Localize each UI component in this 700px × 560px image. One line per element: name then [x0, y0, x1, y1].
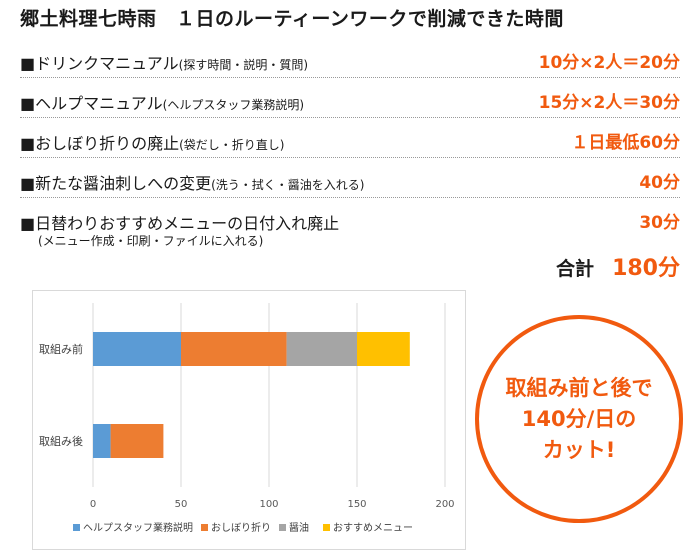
item-value: 40分	[639, 173, 680, 193]
legend-swatch	[323, 524, 330, 531]
y-category-label: 取組み前	[39, 342, 83, 356]
bar-segment	[286, 332, 357, 366]
x-tick-label: 50	[175, 499, 188, 510]
legend-swatch	[73, 524, 80, 531]
item-label: ■日替わりおすすめメニューの日付入れ廃止	[20, 214, 340, 233]
item-value: １日最低60分	[571, 133, 680, 153]
item-note: (洗う・拭く・醤油を入れる)	[211, 178, 365, 192]
divider	[20, 157, 680, 158]
list-item: ■ヘルプマニュアル(ヘルプスタッフ業務説明) 15分×2人＝30分	[20, 84, 680, 114]
item-label: ■新たな醤油刺しへの変更	[20, 174, 212, 193]
bar-segment	[93, 332, 181, 366]
list-item: ■新たな醤油刺しへの変更(洗う・拭く・醤油を入れる) 40分	[20, 164, 680, 194]
chart-frame: 0 50 100 150 200 取組み前取組み後ヘルプスタッフ業務説明 おしぼり折り 醤油 お…	[32, 290, 466, 550]
total-value: 180分	[612, 256, 680, 281]
x-tick-label: 100	[259, 499, 278, 510]
callout-text: 取組み前と後で 140分/日の カット!	[505, 375, 653, 462]
divider	[20, 77, 680, 78]
legend-label: おしぼり折り	[211, 521, 271, 534]
list-item: ■おしぼり折りの廃止(袋だし・折り直し) １日最低60分	[20, 124, 680, 154]
divider	[20, 197, 680, 198]
x-tick-label: 150	[347, 499, 366, 510]
item-label: ■おしぼり折りの廃止	[20, 134, 180, 153]
legend-label: ヘルプスタッフ業務説明	[83, 521, 193, 534]
item-value: 15分×2人＝30分	[538, 93, 680, 113]
page-title: 郷土料理七時雨 １日のルーティーンワークで削減できた時間	[20, 8, 564, 30]
y-category-label: 取組み後	[39, 434, 83, 448]
list-item: ■日替わりおすすめメニューの日付入れ廃止 (メニュー作成・印刷・ファイルに入れる…	[20, 204, 680, 250]
item-note: (ヘルプスタッフ業務説明)	[162, 98, 305, 112]
bar-segment	[110, 424, 164, 458]
divider	[20, 117, 680, 118]
legend-label: 醤油	[289, 521, 309, 534]
item-label: ■ドリンクマニュアル	[20, 54, 179, 73]
legend-swatch	[279, 524, 286, 531]
item-note: (探す時間・説明・質問)	[178, 58, 309, 72]
bar-segment	[181, 332, 287, 366]
item-value: 30分	[639, 213, 680, 233]
item-sub-note: (メニュー作成・印刷・ファイルに入れる)	[38, 234, 264, 248]
item-note: (袋だし・折り直し)	[179, 138, 285, 152]
bar-segment	[357, 332, 410, 366]
legend-label: おすすめメニュー	[333, 522, 413, 534]
item-value: 10分×2人＝20分	[538, 53, 680, 73]
list-item: ■ドリンクマニュアル(探す時間・説明・質問) 10分×2人＝20分	[20, 44, 680, 74]
x-tick-label: 200	[435, 499, 454, 510]
callout-circle: 取組み前と後で 140分/日の カット!	[475, 315, 683, 523]
item-label: ■ヘルプマニュアル	[20, 94, 163, 113]
total-row: 合計 180分	[556, 250, 680, 282]
legend-swatch	[201, 524, 208, 531]
x-tick-label: 0	[90, 499, 96, 510]
bar-segment	[93, 424, 111, 458]
total-label: 合計	[556, 258, 595, 280]
